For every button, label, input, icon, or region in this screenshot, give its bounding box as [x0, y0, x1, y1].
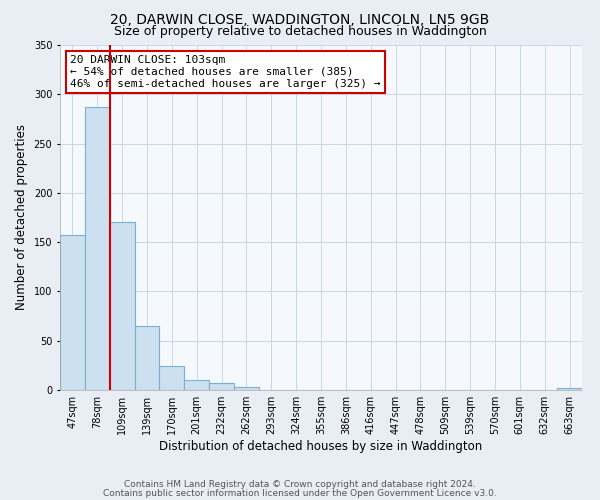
Bar [234, 387, 259, 390]
X-axis label: Distribution of detached houses by size in Waddington: Distribution of detached houses by size … [160, 440, 482, 453]
Text: Contains public sector information licensed under the Open Government Licence v3: Contains public sector information licen… [103, 488, 497, 498]
Text: Contains HM Land Registry data © Crown copyright and database right 2024.: Contains HM Land Registry data © Crown c… [124, 480, 476, 489]
Bar [110, 222, 134, 390]
Bar [134, 326, 160, 390]
Text: Size of property relative to detached houses in Waddington: Size of property relative to detached ho… [113, 25, 487, 38]
Bar [557, 388, 582, 390]
Y-axis label: Number of detached properties: Number of detached properties [15, 124, 28, 310]
Bar [209, 383, 234, 390]
Bar [85, 107, 110, 390]
Bar [60, 235, 85, 390]
Text: 20 DARWIN CLOSE: 103sqm
← 54% of detached houses are smaller (385)
46% of semi-d: 20 DARWIN CLOSE: 103sqm ← 54% of detache… [70, 56, 381, 88]
Bar [160, 366, 184, 390]
Bar [184, 380, 209, 390]
Text: 20, DARWIN CLOSE, WADDINGTON, LINCOLN, LN5 9GB: 20, DARWIN CLOSE, WADDINGTON, LINCOLN, L… [110, 12, 490, 26]
